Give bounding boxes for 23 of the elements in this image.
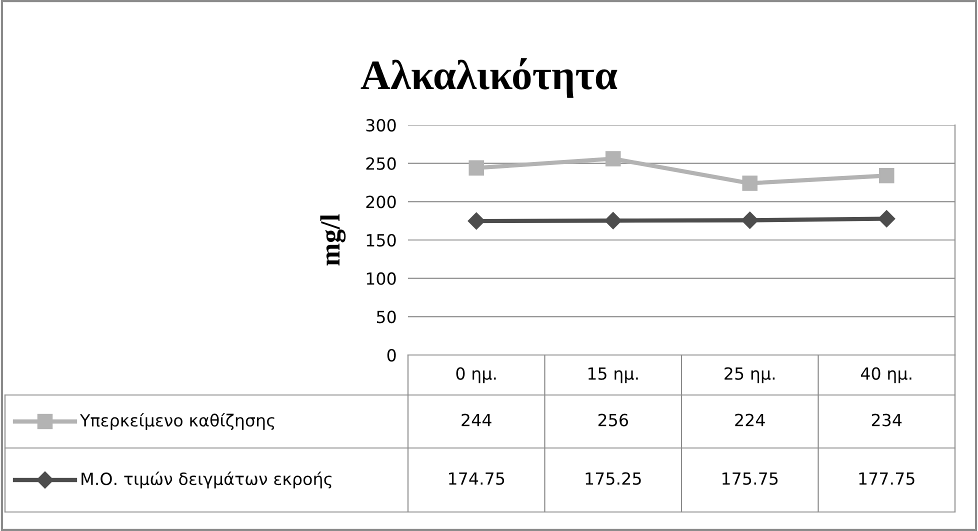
x-tick-label: 25 ημ. bbox=[724, 367, 775, 384]
data-label: 224 bbox=[735, 414, 765, 426]
y-tick-label: 50 bbox=[376, 310, 396, 324]
x-tick-label: 0 ημ. bbox=[456, 367, 496, 384]
data-label: 177.75 bbox=[859, 472, 914, 485]
data-label: 256 bbox=[598, 414, 628, 426]
data-label: 175.25 bbox=[586, 472, 641, 485]
y-tick-label: 250 bbox=[366, 157, 396, 170]
data-label: 244 bbox=[462, 414, 492, 426]
x-tick-label: 40 ημ. bbox=[860, 367, 912, 384]
y-tick-label: 0 bbox=[387, 348, 396, 362]
y-tick-label: 300 bbox=[366, 118, 396, 132]
chart-title: Αλκαλικότητα bbox=[360, 58, 618, 98]
legend-label: Υπερκείμενο καθίζησης bbox=[80, 413, 274, 430]
y-axis-title: mg/l bbox=[320, 214, 346, 266]
data-label: 174.75 bbox=[449, 472, 504, 485]
legend-label: Μ.Ο. τιμών δειγμάτων εκροής bbox=[82, 472, 332, 488]
y-tick-label: 100 bbox=[366, 272, 396, 285]
x-tick-label: 15 ημ. bbox=[588, 367, 638, 384]
data-label: 175.75 bbox=[722, 472, 778, 485]
data-label: 234 bbox=[872, 414, 902, 426]
y-tick-label: 150 bbox=[366, 234, 396, 247]
y-tick-label: 200 bbox=[366, 196, 396, 208]
